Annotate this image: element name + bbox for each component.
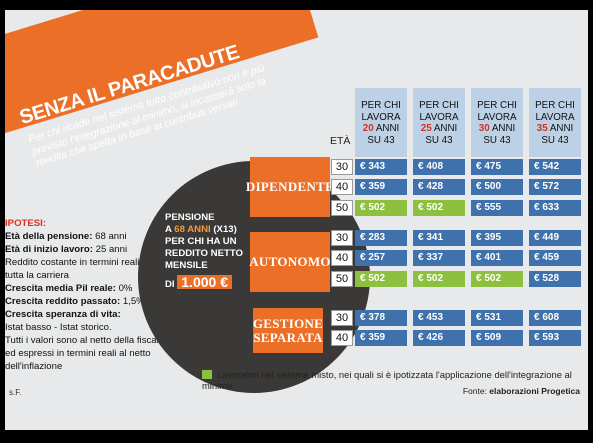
column-header-4: PER CHI LAVORA 35 ANNI SU 43 <box>529 88 581 157</box>
hypothesis-line: Istat basso - Istat storico. <box>5 321 177 334</box>
age-cell: 50 <box>331 270 353 287</box>
hypothesis-label: Crescita reddito passato: <box>5 296 121 307</box>
legend-text: Lavoratori nel sistema misto, nei quali … <box>202 369 572 391</box>
hypothesis-value: 25 anni <box>92 244 128 255</box>
hypothesis-value: 68 anni <box>92 231 127 242</box>
legend: Lavoratori nel sistema misto, nei quali … <box>202 369 588 391</box>
pension-value-cell: € 572 <box>529 179 581 196</box>
pension-value-cell: € 283 <box>355 230 407 246</box>
pension-value-cell: € 378 <box>355 310 407 326</box>
column-header-3: PER CHI LAVORA 30 ANNI SU 43 <box>471 88 523 157</box>
category-gestione-separata: GESTIONE SEPARATA <box>253 308 323 353</box>
pension-value-cell: € 502 <box>355 199 407 216</box>
hypotheses-header: IPOTESI: <box>5 218 47 229</box>
pension-value-cell: € 359 <box>355 330 407 347</box>
hypothesis-value: Reddito costante in termini reali per tu… <box>5 257 156 281</box>
pension-amount-badge: 1.000 € <box>177 275 232 289</box>
age-cell: 30 <box>331 230 353 246</box>
age-cell: 30 <box>331 159 353 175</box>
age-cell: 50 <box>331 199 353 216</box>
pension-value-cell: € 542 <box>529 159 581 175</box>
pension-value-cell: € 500 <box>471 179 523 196</box>
legend-swatch-green <box>202 370 212 379</box>
pension-value-cell: € 502 <box>413 270 465 287</box>
pension-value-cell: € 337 <box>413 250 465 267</box>
pension-value-cell: € 531 <box>471 310 523 326</box>
hypothesis-label: Età di inizio lavoro: <box>5 244 93 255</box>
hypothesis-line: Crescita reddito passato: 1,5% <box>5 295 177 308</box>
credit: s.F. <box>9 388 22 397</box>
column-header-2: PER CHI LAVORA 25 ANNI SU 43 <box>413 88 465 157</box>
source-note: Fonte: elaborazioni Progetica <box>462 386 580 396</box>
pension-line3: PER CHI HA UN REDDITO NETTO MENSILE <box>165 236 244 271</box>
hypothesis-line: Età della pensione: 68 anni <box>5 230 177 243</box>
pension-value-cell: € 555 <box>471 199 523 216</box>
pension-value-cell: € 453 <box>413 310 465 326</box>
age-cell: 40 <box>331 250 353 267</box>
hypothesis-label: Crescita speranza di vita: <box>5 309 121 320</box>
pension-value-cell: € 608 <box>529 310 581 326</box>
pension-value-cell: € 401 <box>471 250 523 267</box>
pension-age-highlight: 68 ANNI <box>174 224 211 235</box>
age-cell: 40 <box>331 330 353 347</box>
pension-value-cell: € 502 <box>355 270 407 287</box>
infographic-panel: SENZA IL PARACADUTE Per chi ricade nel s… <box>5 10 588 430</box>
hypotheses-block: IPOTESI: Età della pensione: 68 anni Età … <box>5 217 177 373</box>
hypothesis-line: Reddito costante in termini reali per tu… <box>5 256 177 282</box>
pension-value-cell: € 528 <box>529 270 581 287</box>
pension-value-cell: € 359 <box>355 179 407 196</box>
pension-amount-row: DI 1.000 € <box>165 272 255 291</box>
hypothesis-value: Tutti i valori sono al netto della fisca… <box>5 335 169 372</box>
pension-line2: A 68 ANNI (X13) <box>165 224 237 235</box>
hypothesis-line: Tutti i valori sono al netto della fisca… <box>5 334 177 373</box>
column-header-1: PER CHI LAVORA 20 ANNI SU 43 <box>355 88 407 157</box>
pension-value-cell: € 593 <box>529 330 581 347</box>
pension-value-cell: € 343 <box>355 159 407 175</box>
age-cell: 30 <box>331 310 353 326</box>
pension-value-cell: € 426 <box>413 330 465 347</box>
pension-value-cell: € 502 <box>413 199 465 216</box>
pension-value-cell: € 428 <box>413 179 465 196</box>
pension-value-cell: € 257 <box>355 250 407 267</box>
age-cell: 40 <box>331 179 353 196</box>
pension-value-cell: € 449 <box>529 230 581 246</box>
pension-value-cell: € 341 <box>413 230 465 246</box>
hypothesis-value: 1,5% <box>120 296 145 307</box>
category-dipendente: DIPENDENTE <box>246 157 334 217</box>
eta-header: ETÀ <box>330 135 351 147</box>
hypothesis-label: Età della pensione: <box>5 231 93 242</box>
source-value: elaborazioni Progetica <box>489 386 580 396</box>
hypothesis-line: Età di inizio lavoro: 25 anni <box>5 243 177 256</box>
category-autonomo: AUTONOMO <box>249 232 331 292</box>
pension-line1: PENSIONE <box>165 212 215 223</box>
pension-value-cell: € 502 <box>471 270 523 287</box>
pension-value-cell: € 408 <box>413 159 465 175</box>
pension-value-cell: € 475 <box>471 159 523 175</box>
pension-value-cell: € 395 <box>471 230 523 246</box>
hypothesis-line: Crescita speranza di vita: <box>5 308 177 321</box>
hypothesis-value: Istat basso - Istat storico. <box>5 322 112 333</box>
hypotheses-list: Età della pensione: 68 anni Età di inizio… <box>5 230 177 373</box>
pension-value-cell: € 459 <box>529 250 581 267</box>
hypothesis-label: Crescita media Pil reale: <box>5 283 116 294</box>
pension-value-cell: € 509 <box>471 330 523 347</box>
hypothesis-line: Crescita media Pil reale: 0% <box>5 282 177 295</box>
hypothesis-value: 0% <box>115 283 133 294</box>
pension-description: PENSIONE A 68 ANNI (X13) PER CHI HA UN R… <box>165 212 255 291</box>
pension-value-cell: € 633 <box>529 199 581 216</box>
